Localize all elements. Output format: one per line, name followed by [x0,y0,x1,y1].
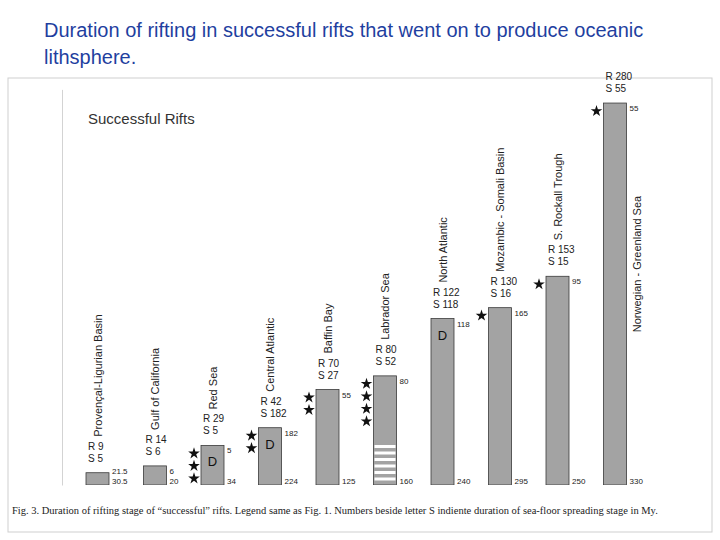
bar [201,445,224,485]
stripe [375,471,396,474]
star [188,447,200,458]
spreading-label: S 52 [376,356,397,367]
spreading-label: S 6 [146,446,161,457]
age-bottom: 34 [227,477,236,486]
age-top: 5 [227,446,232,455]
category-label: Central Atlantic [264,317,276,391]
bar [374,376,397,485]
age-bottom: 125 [342,477,356,486]
star [303,404,315,415]
data-label: R 80 [376,344,398,355]
age-top: 55 [630,104,639,113]
spreading-label: S 16 [491,288,512,299]
spreading-label: S 118 [433,299,459,310]
category-label: Mozambic - Somali Basin [494,148,506,272]
data-label: R 153 [548,244,575,255]
spreading-label: S 5 [88,453,103,464]
category-label: S. Rockall Trough [552,153,564,240]
age-top: 55 [342,391,351,400]
age-bottom: 240 [457,477,471,486]
subtitle: Successful Rifts [88,110,195,127]
age-bottom: 224 [285,477,299,486]
star [188,460,200,471]
bar [86,473,109,485]
bar [259,428,282,485]
star [246,442,258,453]
bar [604,103,627,485]
bar [316,390,339,485]
age-top: 165 [515,309,529,318]
axis-line [62,90,63,486]
category-label: Provençal-Ligurian Basin [92,314,104,436]
bar [144,466,167,485]
bar-letter: D [208,454,217,469]
bar [489,308,512,485]
star [361,378,373,389]
y-axis [62,90,63,486]
data-label: R 70 [318,358,340,369]
stripe [375,478,396,481]
data-label: R 9 [88,441,104,452]
spreading-label: S 15 [548,256,569,267]
figure-frame [8,78,712,532]
age-top: 95 [572,277,581,286]
age-top: 182 [285,429,299,438]
stripe [375,465,396,468]
star [361,403,373,414]
slide: Duration of rifting in successful rifts … [0,0,720,540]
bar-letter: D [265,437,274,452]
spreading-label: S 55 [606,83,627,94]
text-line: Duration of rifting in successful rifts … [44,19,643,41]
age-top: 80 [400,377,409,386]
star [246,430,258,441]
age-bottom: 295 [515,477,529,486]
age-bottom: 30.5 [112,477,128,486]
annotations: R 9S 521.530.5Provençal-Ligurian BasinR … [88,71,643,486]
data-label: R 14 [146,434,168,445]
spreading-label: S 5 [203,425,218,436]
star [361,415,373,426]
data-label: R 122 [433,287,460,298]
star [591,105,603,116]
age-bottom: 250 [572,477,586,486]
age-bottom: 160 [400,477,414,486]
category-label: Gulf of California [149,347,161,430]
plot-marks [86,103,627,485]
stripe [375,452,396,455]
text-line: Fig. 3. Duration of rifting stage of “su… [12,505,658,516]
category-label: North Atlantic [437,217,449,283]
star [188,472,200,483]
age-top: 21.5 [112,467,128,476]
category-label: Baffin Bay [322,303,334,353]
age-bottom: 330 [630,477,644,486]
category-label: Red Sea [207,366,219,410]
data-label: R 42 [261,396,283,407]
category-label: Labrador Sea [379,272,391,340]
text-line: lithsphere. [44,46,136,68]
stripe [375,458,396,461]
bar-letter: D [438,328,447,343]
title: Duration of rifting in successful rifts … [44,19,643,68]
age-top: 6 [170,467,175,476]
data-label: R 29 [203,413,225,424]
star [361,390,373,401]
star [533,278,545,289]
spreading-label: S 27 [318,370,339,381]
data-label: R 280 [606,71,633,82]
spreading-label: S 182 [261,408,288,419]
bar [431,319,454,485]
category-label: Norwegian - Greenland Sea [631,195,643,332]
bar [546,276,569,485]
stripe [375,445,396,448]
star [476,310,488,321]
age-top: 118 [457,320,470,329]
age-bottom: 20 [170,477,179,486]
star [303,391,315,402]
data-label: R 130 [491,276,518,287]
caption: Fig. 3. Duration of rifting stage of “su… [12,505,658,516]
